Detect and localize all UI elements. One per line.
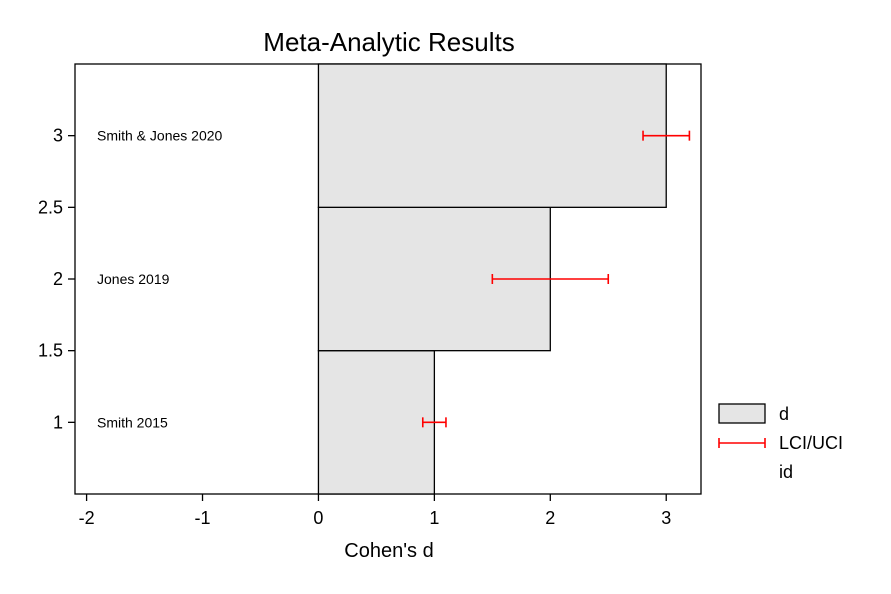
legend-item: d	[718, 403, 789, 424]
y-tick-label: 2	[53, 269, 63, 289]
x-tick-label: -2	[79, 508, 95, 528]
x-tick-label: 3	[661, 508, 671, 528]
study-labels-layer: Smith 2015 Jones 2019 Smith & Jones 2020	[97, 128, 223, 431]
legend-label: d	[779, 404, 789, 424]
error-bar	[491, 274, 610, 284]
bars-layer	[317, 63, 667, 495]
legend-label: id	[779, 462, 793, 482]
bar	[317, 350, 436, 495]
error-bar	[642, 130, 691, 141]
legend: d LCI/UCI id	[718, 403, 843, 482]
y-axis: 1 1.5 2 2.5 3	[38, 126, 75, 432]
chart-title: Meta-Analytic Results	[263, 27, 514, 57]
study-label: Smith & Jones 2020	[97, 128, 223, 144]
x-tick-label: 1	[429, 508, 439, 528]
error-bar	[421, 417, 447, 428]
y-tick-label: 1	[53, 412, 63, 432]
legend-label: LCI/UCI	[779, 433, 843, 453]
study-label: Smith 2015	[97, 414, 168, 430]
legend-swatch-bar	[718, 403, 766, 424]
error-bars-layer	[421, 130, 691, 428]
legend-item: LCI/UCI	[718, 433, 843, 453]
study-label: Jones 2019	[97, 271, 170, 287]
x-tick-label: -1	[195, 508, 211, 528]
x-axis-title: Cohen's d	[344, 540, 433, 562]
y-tick-label: 3	[53, 126, 63, 146]
x-tick-label: 0	[313, 508, 323, 528]
legend-item: id	[779, 462, 793, 482]
y-tick-label: 2.5	[38, 197, 63, 217]
x-axis: -2 -1 0 1 2 3	[79, 494, 671, 528]
y-tick-label: 1.5	[38, 341, 63, 361]
bar	[317, 63, 667, 208]
x-tick-label: 2	[545, 508, 555, 528]
